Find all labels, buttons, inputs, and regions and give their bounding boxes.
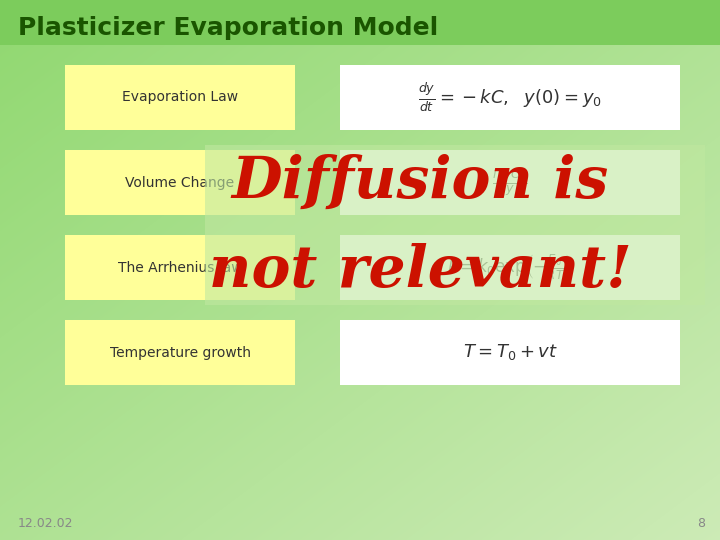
Text: Evaporation Law: Evaporation Law: [122, 91, 238, 105]
Text: $k=k_0\exp\!\left(-\frac{E_0}{RT}\right)$: $k=k_0\exp\!\left(-\frac{E_0}{RT}\right)…: [447, 253, 573, 282]
Text: 12.02.02: 12.02.02: [18, 517, 73, 530]
Text: $T=T_0+vt$: $T=T_0+vt$: [462, 342, 557, 362]
Text: not relevant!: not relevant!: [209, 242, 631, 299]
Text: Temperature growth: Temperature growth: [109, 346, 251, 360]
FancyBboxPatch shape: [65, 320, 295, 385]
Text: $\frac{l-C_0}{y}$: $\frac{l-C_0}{y}$: [492, 166, 528, 199]
FancyBboxPatch shape: [65, 65, 295, 130]
Text: Diffusion is: Diffusion is: [231, 154, 608, 211]
Text: Volume Change: Volume Change: [125, 176, 235, 190]
FancyBboxPatch shape: [340, 235, 680, 300]
FancyBboxPatch shape: [0, 0, 720, 45]
Text: Plasticizer Evaporation Model: Plasticizer Evaporation Model: [18, 16, 438, 40]
Text: 8: 8: [697, 517, 705, 530]
FancyBboxPatch shape: [340, 150, 680, 215]
Text: $\frac{dy}{dt}=-kC,\ \ y(0)=y_0$: $\frac{dy}{dt}=-kC,\ \ y(0)=y_0$: [418, 82, 602, 114]
FancyBboxPatch shape: [65, 150, 295, 215]
FancyBboxPatch shape: [65, 235, 295, 300]
FancyBboxPatch shape: [205, 145, 705, 305]
FancyBboxPatch shape: [340, 320, 680, 385]
FancyBboxPatch shape: [340, 65, 680, 130]
Text: The Arrhenius law: The Arrhenius law: [117, 260, 243, 274]
